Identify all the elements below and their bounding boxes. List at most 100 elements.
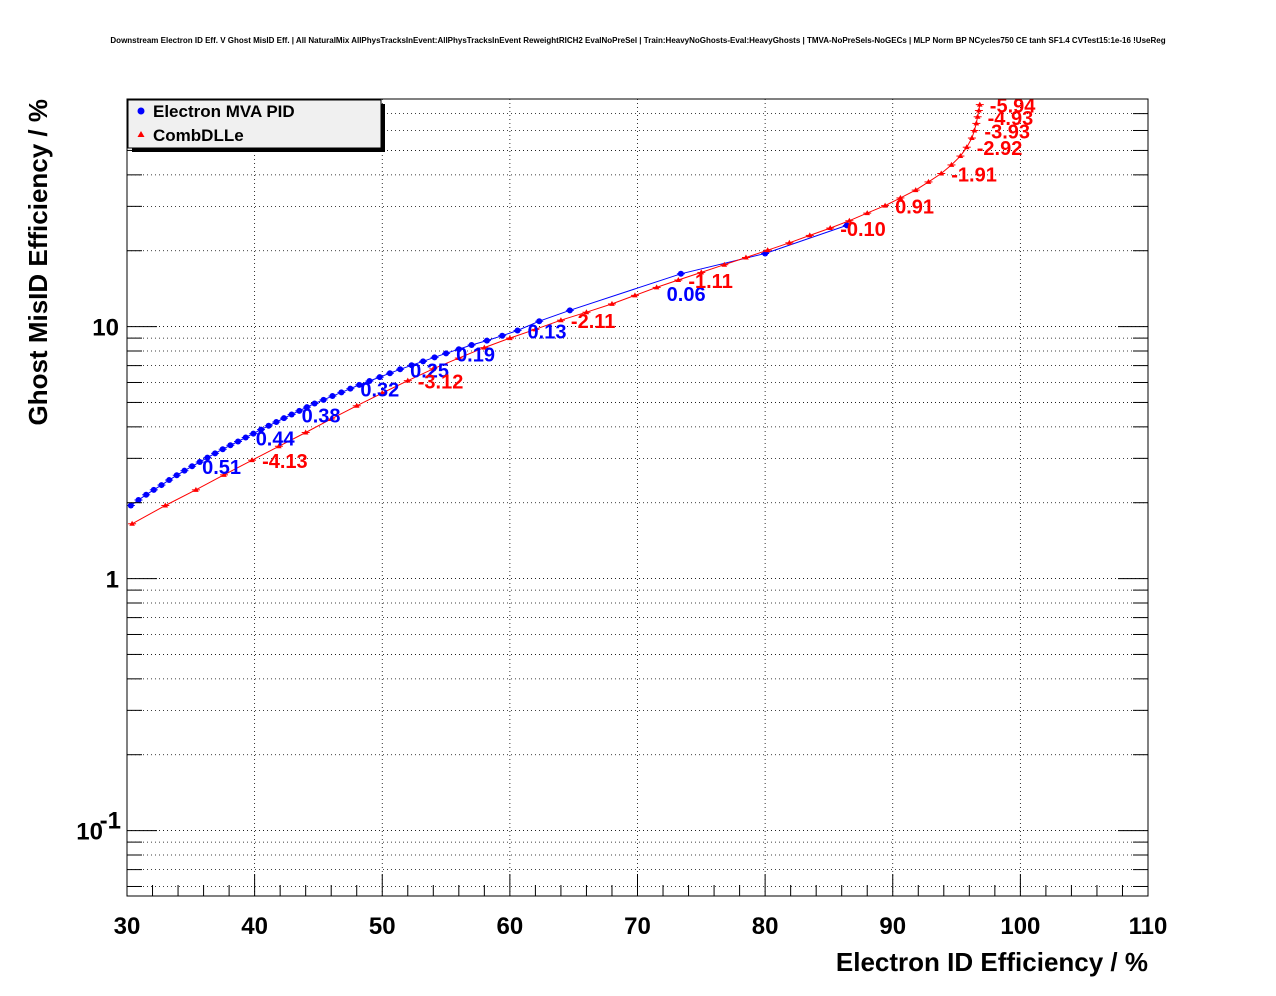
data-point-combdlle <box>249 457 255 463</box>
cut-value-label: -1.91 <box>951 164 997 186</box>
data-point-combdlle <box>721 261 728 267</box>
cut-value-label: 0.13 <box>528 321 567 343</box>
data-point-combdlle <box>806 232 813 238</box>
data-point-electron-mva-pid <box>166 477 173 484</box>
legend-label-electron-mva-pid: Electron MVA PID <box>153 102 295 121</box>
cut-value-label: -3.12 <box>418 372 464 394</box>
data-point-electron-mva-pid <box>143 491 150 498</box>
x-tick-label: 40 <box>241 913 268 940</box>
chart-title: Downstream Electron ID Eff. V Ghost MisI… <box>110 36 1165 45</box>
data-point-electron-mva-pid <box>455 346 462 353</box>
cut-value-label: 0.06 <box>667 284 706 306</box>
data-point-electron-mva-pid <box>499 332 506 339</box>
cut-value-label: 0.32 <box>360 380 399 402</box>
data-point-electron-mva-pid <box>196 459 203 466</box>
cut-value-label: 0.25 <box>410 360 449 382</box>
data-point-combdlle <box>925 178 932 184</box>
data-point-combdlle <box>328 415 334 421</box>
data-point-combdlle <box>974 113 981 119</box>
data-point-electron-mva-pid <box>212 450 219 457</box>
data-point-electron-mva-pid <box>483 337 490 344</box>
data-point-electron-mva-pid <box>173 472 180 479</box>
y-tick-label: 1 <box>106 567 119 594</box>
data-point-combdlle <box>971 127 978 133</box>
data-point-electron-mva-pid <box>397 366 404 373</box>
data-point-combdlle <box>764 247 771 253</box>
x-axis-title: Electron ID Efficiency / % <box>836 947 1148 977</box>
y-axis-title: Ghost MisID Efficiency / % <box>23 99 53 426</box>
cut-value-label: -1.11 <box>688 271 732 293</box>
data-point-combdlle <box>786 239 793 245</box>
data-point-electron-mva-pid <box>135 497 142 504</box>
cut-value-label: 0.51 <box>202 457 241 479</box>
data-point-electron-mva-pid <box>514 327 521 334</box>
data-point-electron-mva-pid <box>347 385 354 392</box>
cut-value-label: -0.10 <box>840 219 886 241</box>
data-point-electron-mva-pid <box>338 389 345 396</box>
data-point-combdlle <box>558 317 564 323</box>
data-point-electron-mva-pid <box>566 307 573 314</box>
data-point-electron-mva-pid <box>408 362 415 369</box>
data-layer: 0.51 0.44 0.38 0.32 0.25 0.19 0.13 0.06 -4.13 -3.… <box>126 96 1036 526</box>
data-point-electron-mva-pid <box>677 270 684 277</box>
cut-value-label: -4.13 <box>262 451 308 473</box>
data-point-combdlle <box>609 300 615 306</box>
cut-value-label: 0.91 <box>895 197 934 219</box>
y-tick-label-base: 10 <box>76 819 103 846</box>
data-point-combdlle <box>632 292 638 298</box>
data-point-electron-mva-pid <box>366 378 373 385</box>
data-point-electron-mva-pid <box>235 438 242 445</box>
data-point-electron-mva-pid <box>376 374 383 381</box>
data-point-combdlle <box>302 429 309 435</box>
legend-marker-combdlle <box>137 131 145 137</box>
data-point-electron-mva-pid <box>536 318 543 325</box>
y-tick-label-exponent: -1 <box>100 808 121 835</box>
data-point-combdlle <box>973 120 980 126</box>
legend-marker-electron-mva-pid <box>137 107 145 115</box>
data-point-combdlle <box>969 135 975 141</box>
data-point-combdlle <box>976 107 982 113</box>
data-point-electron-mva-pid <box>189 463 196 470</box>
data-point-combdlle <box>532 326 539 332</box>
x-tick-label: 110 <box>1129 913 1168 940</box>
data-point-combdlle <box>827 225 834 231</box>
data-point-electron-mva-pid <box>127 502 134 509</box>
data-point-combdlle <box>846 217 853 223</box>
data-point-combdlle <box>976 101 983 107</box>
data-point-electron-mva-pid <box>280 415 287 422</box>
data-point-combdlle <box>897 194 904 200</box>
data-point-combdlle <box>276 443 282 449</box>
data-point-combdlle <box>864 210 871 216</box>
data-point-electron-mva-pid <box>265 422 272 429</box>
data-point-electron-mva-pid <box>227 442 234 449</box>
x-tick-label: 50 <box>369 913 396 940</box>
x-tick-label: 80 <box>752 913 779 940</box>
data-point-combdlle <box>675 277 682 283</box>
data-point-combdlle <box>882 202 888 208</box>
grid <box>127 99 1148 896</box>
data-point-electron-mva-pid <box>420 358 427 365</box>
data-point-electron-mva-pid <box>431 354 438 361</box>
data-point-electron-mva-pid <box>443 350 450 357</box>
data-point-electron-mva-pid <box>250 430 257 437</box>
data-point-combdlle <box>938 170 945 176</box>
axis-ticks <box>126 113 1149 896</box>
data-point-electron-mva-pid <box>242 434 249 441</box>
data-point-combdlle <box>963 144 970 150</box>
cut-value-label: -2.92 <box>977 138 1023 160</box>
data-point-electron-mva-pid <box>303 404 310 411</box>
y-tick-label: 10 <box>76 819 103 846</box>
legend-box <box>127 99 382 149</box>
data-point-electron-mva-pid <box>258 426 265 433</box>
data-point-combdlle <box>193 486 199 492</box>
data-point-electron-mva-pid <box>468 342 475 349</box>
data-point-combdlle <box>162 502 169 508</box>
data-point-electron-mva-pid <box>296 407 303 414</box>
data-point-electron-mva-pid <box>204 454 211 461</box>
data-point-electron-mva-pid <box>158 482 165 489</box>
data-point-combdlle <box>129 520 135 526</box>
data-point-combdlle <box>653 284 660 290</box>
data-point-combdlle <box>743 254 749 260</box>
data-point-combdlle <box>379 390 386 396</box>
